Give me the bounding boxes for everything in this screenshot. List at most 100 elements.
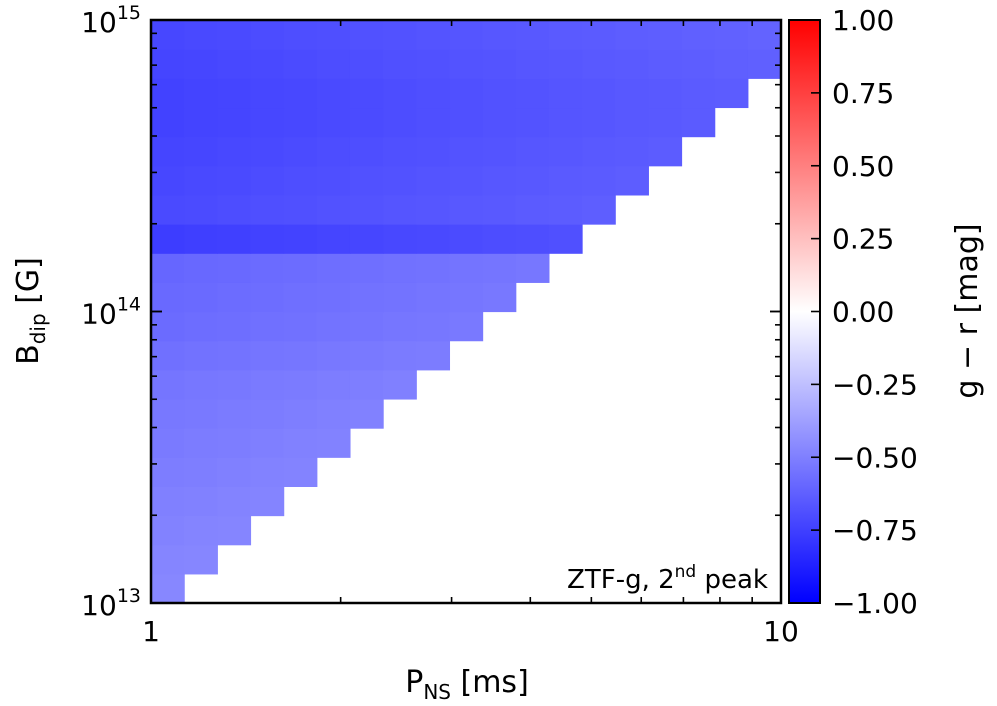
heatmap-cell bbox=[184, 224, 218, 254]
heatmap-cell bbox=[217, 253, 252, 283]
heatmap-cell bbox=[383, 165, 417, 196]
heatmap-cell bbox=[615, 20, 649, 50]
heatmap-cell bbox=[184, 78, 218, 109]
heatmap-cell bbox=[482, 194, 517, 225]
heatmap-cell bbox=[184, 282, 218, 313]
heatmap-cell bbox=[747, 20, 782, 50]
heatmap-cell bbox=[184, 136, 218, 167]
heatmap-cell bbox=[582, 20, 616, 50]
heatmap-cell bbox=[714, 49, 749, 79]
heatmap-cell bbox=[283, 165, 318, 196]
heatmap-cell bbox=[349, 311, 384, 342]
heatmap-cell bbox=[283, 311, 318, 342]
heatmap-cell bbox=[482, 253, 517, 283]
heatmap-cell bbox=[482, 136, 517, 167]
heatmap-cell bbox=[151, 398, 185, 429]
heatmap-cell bbox=[515, 165, 550, 196]
heatmap-cell bbox=[449, 194, 484, 225]
heatmap-cell bbox=[482, 78, 517, 109]
heatmap-cell bbox=[316, 136, 351, 167]
heatmap-cell bbox=[151, 340, 185, 371]
y-tick-label: 1013 bbox=[81, 585, 141, 622]
heatmap-cell bbox=[316, 369, 351, 400]
heatmap-cell bbox=[184, 340, 218, 371]
heatmap-cell bbox=[217, 194, 252, 225]
heatmap-cell bbox=[383, 253, 417, 283]
heatmap-cell bbox=[349, 398, 384, 429]
heatmap-cell bbox=[383, 107, 417, 138]
heatmap-cell bbox=[648, 20, 683, 50]
heatmap-cell bbox=[383, 282, 417, 313]
heatmap-cell bbox=[184, 165, 218, 196]
heatmap-cell bbox=[349, 49, 384, 79]
heatmap-cell bbox=[316, 340, 351, 371]
heatmap-cell bbox=[217, 369, 252, 400]
heatmap-cell bbox=[316, 20, 351, 50]
heatmap-cell bbox=[151, 194, 185, 225]
heatmap-cell bbox=[283, 340, 318, 371]
heatmap-cell bbox=[283, 136, 318, 167]
heatmap-cell bbox=[184, 515, 218, 546]
heatmap-cell bbox=[151, 165, 185, 196]
annotation-label: ZTF-g, 2nd peak bbox=[567, 562, 768, 595]
heatmap-cell bbox=[582, 194, 616, 225]
heatmap-cell bbox=[648, 49, 683, 79]
heatmap-cell bbox=[184, 194, 218, 225]
heatmap-cell bbox=[151, 282, 185, 313]
heatmap-cell bbox=[283, 369, 318, 400]
heatmap-cell bbox=[151, 544, 185, 575]
heatmap-cell bbox=[416, 49, 451, 79]
y-axis-ticks: 1013 1014 1015 bbox=[81, 2, 781, 622]
heatmap-cell bbox=[416, 78, 451, 109]
heatmap-cell bbox=[283, 428, 318, 458]
heatmap-cell bbox=[217, 311, 252, 342]
heatmap-cell bbox=[648, 136, 683, 167]
heatmap-cell bbox=[283, 78, 318, 109]
heatmap-cell bbox=[548, 165, 583, 196]
heatmap-cell bbox=[250, 224, 285, 254]
heatmap-cell bbox=[151, 311, 185, 342]
heatmap-cell bbox=[217, 136, 252, 167]
heatmap-cell bbox=[515, 78, 550, 109]
heatmap-cell bbox=[416, 107, 451, 138]
heatmap-cell bbox=[383, 136, 417, 167]
heatmap-cell bbox=[383, 194, 417, 225]
heatmap-cell bbox=[151, 573, 185, 604]
y-tick-label: 1015 bbox=[81, 2, 141, 39]
heatmap-cell bbox=[217, 78, 252, 109]
heatmap-cell bbox=[250, 165, 285, 196]
colorbar-tick-label: 1.00 bbox=[832, 4, 894, 37]
heatmap-cell bbox=[151, 457, 185, 487]
heatmap-cells bbox=[151, 20, 782, 604]
heatmap-cell bbox=[283, 49, 318, 79]
colorbar-tick-label: −0.25 bbox=[832, 368, 918, 401]
heatmap-cell bbox=[151, 486, 185, 517]
heatmap-cell bbox=[383, 78, 417, 109]
heatmap-cell bbox=[449, 282, 484, 313]
heatmap-cell bbox=[283, 282, 318, 313]
heatmap-cell bbox=[648, 78, 683, 109]
heatmap-cell bbox=[250, 486, 285, 517]
heatmap-cell bbox=[250, 20, 285, 50]
heatmap-cell bbox=[349, 340, 384, 371]
heatmap-cell bbox=[383, 340, 417, 371]
x-axis-label: PNS [ms] bbox=[405, 665, 529, 704]
heatmap-cell bbox=[151, 107, 185, 138]
heatmap-cell bbox=[449, 253, 484, 283]
heatmap-cell bbox=[151, 428, 185, 458]
heatmap-cell bbox=[548, 194, 583, 225]
heatmap-cell bbox=[582, 78, 616, 109]
heatmap-cell bbox=[184, 457, 218, 487]
heatmap-cell bbox=[217, 165, 252, 196]
heatmap-cell bbox=[548, 224, 583, 254]
heatmap-cell bbox=[184, 107, 218, 138]
colorbar-tick-label: 0.00 bbox=[832, 296, 894, 329]
heatmap-cell bbox=[515, 224, 550, 254]
heatmap-cell bbox=[184, 253, 218, 283]
heatmap-cell bbox=[615, 78, 649, 109]
heatmap-cell bbox=[681, 20, 716, 50]
heatmap-cell bbox=[250, 107, 285, 138]
heatmap-cell bbox=[184, 311, 218, 342]
heatmap-cell bbox=[681, 49, 716, 79]
